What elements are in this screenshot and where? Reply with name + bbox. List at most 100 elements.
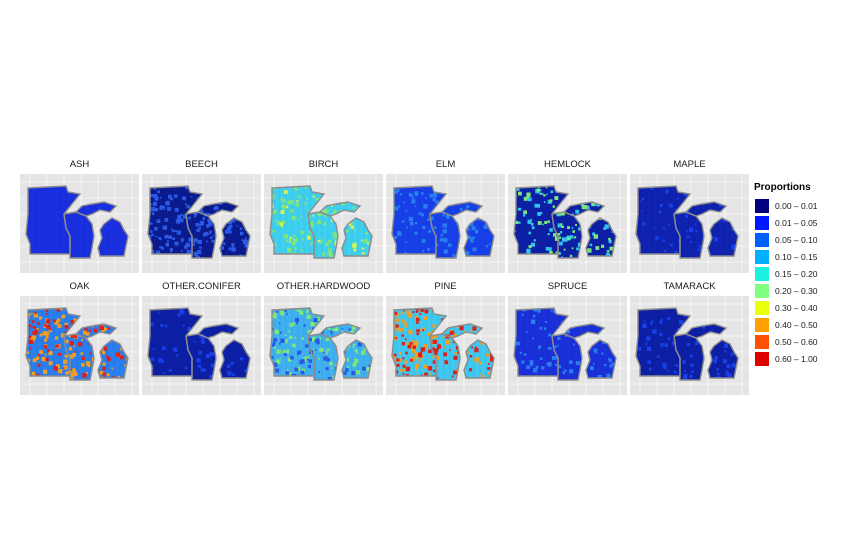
legend-item: 0.10 – 0.15 [754, 248, 850, 265]
legend-item: 0.60 – 1.00 [754, 350, 850, 367]
map-panel: BEECH [142, 155, 261, 273]
panel-title: SPRUCE [547, 281, 588, 292]
map-plot [630, 174, 749, 273]
legend-swatch [754, 316, 770, 333]
state-outline [341, 339, 373, 379]
legend-swatch [754, 299, 770, 316]
state-outline [463, 339, 495, 379]
legend-rows: 0.00 – 0.01 0.01 – 0.05 0.05 – 0.10 0.10 – … [754, 197, 850, 367]
legend-label: 0.20 – 0.30 [775, 285, 818, 296]
state-outline [440, 323, 484, 339]
map-svg [142, 174, 261, 273]
legend-swatch [754, 231, 770, 248]
legend-label: 0.50 – 0.60 [775, 336, 818, 347]
state-outline [684, 323, 728, 339]
map-plot [142, 296, 261, 395]
map-svg [630, 296, 749, 395]
legend-item: 0.01 – 0.05 [754, 214, 850, 231]
map-plot [508, 296, 627, 395]
legend-label: 0.30 – 0.40 [775, 302, 818, 313]
map-panel: ASH [20, 155, 139, 273]
legend-item: 0.20 – 0.30 [754, 282, 850, 299]
state-outline [707, 217, 739, 257]
state-outline [219, 339, 251, 379]
legend-swatch [754, 282, 770, 299]
map-plot [386, 174, 505, 273]
map-panel: SPRUCE [508, 277, 627, 395]
map-panel: ELM [386, 155, 505, 273]
legend-item: 0.50 – 0.60 [754, 333, 850, 350]
legend-label: 0.00 – 0.01 [775, 200, 818, 211]
state-outline [74, 323, 118, 339]
map-svg [386, 296, 505, 395]
state-outline [74, 201, 118, 217]
map-panel: OTHER.CONIFER [142, 277, 261, 395]
legend-swatch [754, 248, 770, 265]
legend-label: 0.40 – 0.50 [775, 319, 818, 330]
map-panel: OAK [20, 277, 139, 395]
legend-label: 0.01 – 0.05 [775, 217, 818, 228]
legend-swatch [754, 333, 770, 350]
state-outline [97, 339, 129, 379]
state-outline [97, 217, 129, 257]
map-plot [386, 296, 505, 395]
legend-label: 0.05 – 0.10 [775, 234, 818, 245]
state-outline [196, 323, 240, 339]
state-outline [585, 217, 617, 257]
state-outline [463, 217, 495, 257]
legend-swatch [754, 265, 770, 282]
map-svg [264, 174, 383, 273]
legend-swatch [754, 197, 770, 214]
state-outline [562, 323, 606, 339]
map-plot [630, 296, 749, 395]
map-plot [142, 174, 261, 273]
state-outline [219, 217, 251, 257]
panel-title: ELM [435, 159, 456, 170]
state-outline [341, 217, 373, 257]
map-plot [264, 296, 383, 395]
legend-item: 0.05 – 0.10 [754, 231, 850, 248]
map-panel: OTHER.HARDWOOD [264, 277, 383, 395]
map-plot [20, 296, 139, 395]
legend-label: 0.60 – 1.00 [775, 353, 818, 364]
legend-swatch [754, 350, 770, 367]
panel-title: OTHER.CONIFER [162, 281, 241, 292]
panel-title: MAPLE [673, 159, 706, 170]
map-plot [264, 174, 383, 273]
map-panel: PINE [386, 277, 505, 395]
map-plot [20, 174, 139, 273]
state-outline [318, 201, 362, 217]
map-svg [264, 296, 383, 395]
map-panel: MAPLE [630, 155, 749, 273]
panel-title: ASH [69, 159, 90, 170]
state-outline [707, 339, 739, 379]
legend-item: 0.00 – 0.01 [754, 197, 850, 214]
legend-item: 0.40 – 0.50 [754, 316, 850, 333]
legend-label: 0.10 – 0.15 [775, 251, 818, 262]
state-outline [196, 201, 240, 217]
state-outline [318, 323, 362, 339]
map-panel: TAMARACK [630, 277, 749, 395]
map-plot [508, 174, 627, 273]
state-outline [440, 201, 484, 217]
state-outline [684, 201, 728, 217]
panel-title: BIRCH [308, 159, 339, 170]
legend: Proportions 0.00 – 0.01 0.01 – 0.05 0.05 –… [754, 181, 850, 367]
panel-title: TAMARACK [663, 281, 716, 292]
legend-title: Proportions [754, 182, 811, 193]
panel-title: OTHER.HARDWOOD [276, 281, 371, 292]
legend-item: 0.30 – 0.40 [754, 299, 850, 316]
state-outline [562, 201, 606, 217]
legend-item: 0.15 – 0.20 [754, 265, 850, 282]
map-svg [142, 296, 261, 395]
legend-swatch [754, 214, 770, 231]
map-svg [20, 174, 139, 273]
map-svg [386, 174, 505, 273]
panel-title: OAK [69, 281, 90, 292]
map-svg [630, 174, 749, 273]
map-panel: HEMLOCK [508, 155, 627, 273]
map-svg [508, 174, 627, 273]
map-svg [508, 296, 627, 395]
legend-label: 0.15 – 0.20 [775, 268, 818, 279]
state-outline [585, 339, 617, 379]
